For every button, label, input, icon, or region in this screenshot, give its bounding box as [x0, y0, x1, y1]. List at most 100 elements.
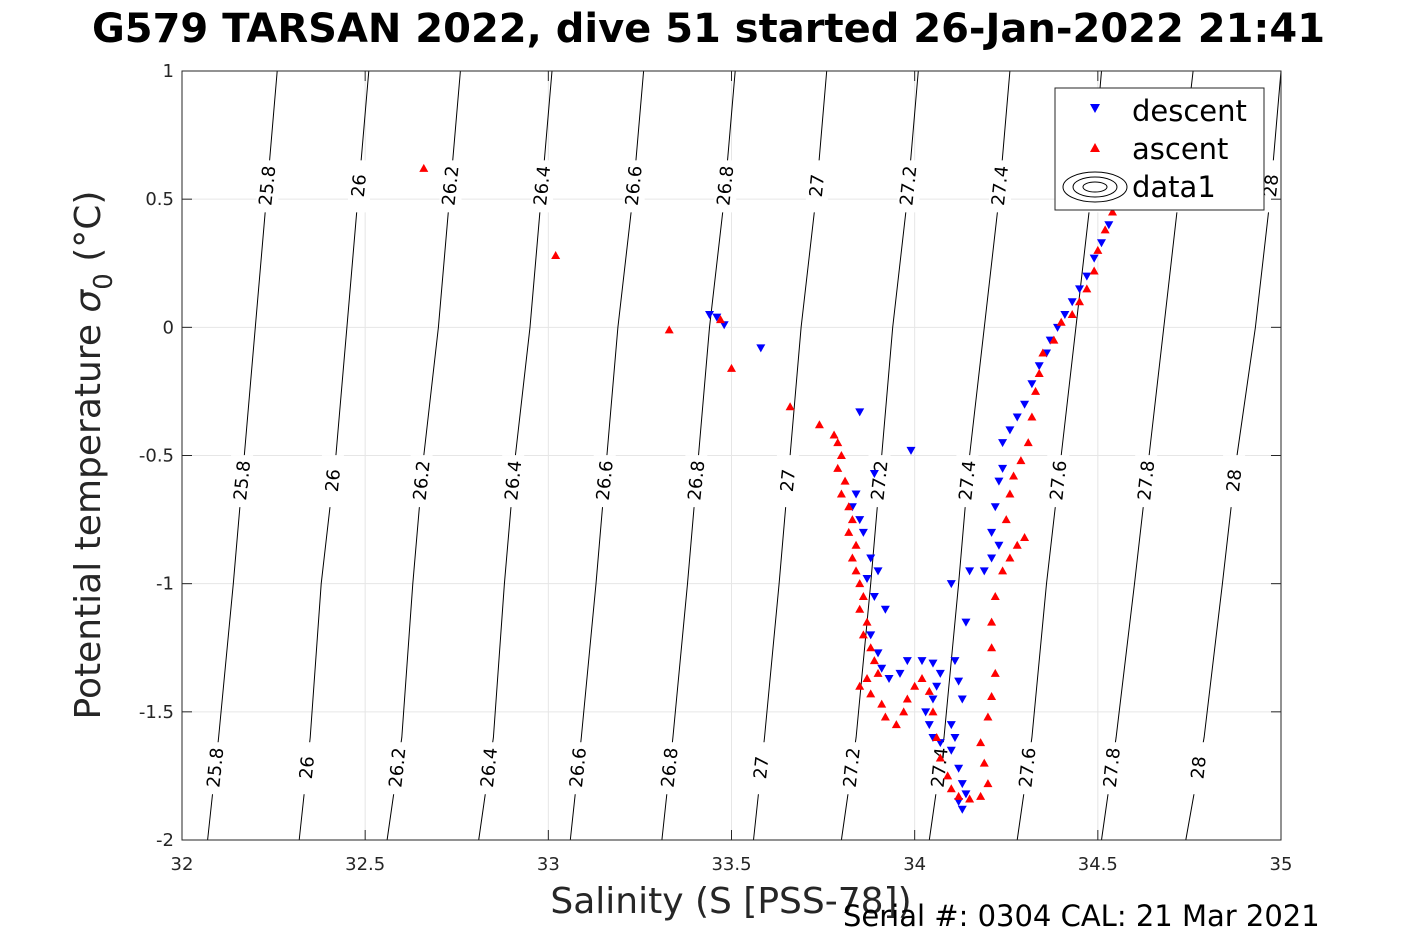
ascent-point	[1056, 317, 1066, 326]
legend-contour-label: data1	[1132, 170, 1216, 204]
ascent-point	[987, 643, 997, 652]
contour-label: 27.4	[988, 165, 1013, 207]
descent-point	[935, 739, 945, 748]
contour-label: 26.8	[658, 747, 683, 789]
x-tick-label: 34	[903, 854, 926, 875]
ascent-point	[932, 732, 942, 741]
contour-label: 27.6	[1046, 459, 1071, 501]
contour-label: 26	[348, 173, 371, 198]
ascent-point	[851, 540, 861, 549]
descent-point	[1067, 298, 1077, 307]
descent-point	[873, 649, 883, 658]
contour-label: 26.2	[410, 459, 435, 501]
contour-label: 25.8	[255, 165, 280, 207]
ascent-point	[419, 163, 429, 172]
ascent-point	[716, 315, 726, 324]
ascent-point	[1107, 207, 1117, 216]
contour-label: 26.6	[622, 165, 647, 207]
descent-point	[946, 580, 956, 589]
ascent-point	[847, 515, 857, 524]
descent-point	[866, 554, 876, 563]
ascent-point	[869, 656, 879, 665]
ascent-point	[855, 604, 865, 613]
contour-label-bg	[439, 160, 462, 213]
descent-point	[928, 695, 938, 704]
contour-label-bg	[714, 160, 737, 213]
ascent-point	[551, 251, 561, 260]
contour-label-bg	[1100, 742, 1123, 795]
descent-point	[705, 311, 715, 320]
ascent-point	[1020, 533, 1030, 542]
legend-ascent-marker	[1090, 143, 1100, 152]
descent-point	[756, 344, 766, 353]
descent-point	[954, 764, 964, 773]
descent-point	[987, 554, 997, 563]
contour-label-bg	[593, 455, 616, 508]
ascent-point	[855, 681, 865, 690]
legend-descent-label: descent	[1132, 94, 1247, 128]
ascent-point	[928, 707, 938, 716]
ascent-point	[1100, 225, 1110, 234]
ascent-point	[844, 502, 854, 511]
y-axis-label-prefix: Potential temperature	[68, 313, 109, 720]
descent-point	[866, 631, 876, 640]
ascent-point	[983, 712, 993, 721]
contour-label-bg	[1016, 742, 1039, 795]
contour-label: 26.4	[501, 459, 526, 501]
contour-label: 27.2	[896, 165, 921, 207]
ascent-point	[990, 668, 1000, 677]
ascent-point	[1016, 456, 1026, 465]
contour-label-bg	[622, 160, 645, 213]
descent-point	[902, 657, 912, 666]
ascent-point	[1009, 471, 1019, 480]
contour-label: 27.6	[1015, 747, 1040, 789]
contour-label-bg	[1187, 742, 1210, 795]
descent-point	[906, 446, 916, 455]
contour-label: 26	[296, 755, 319, 780]
descent-point	[917, 657, 927, 666]
descent-point	[1005, 426, 1015, 435]
contour-label-bg	[868, 455, 891, 508]
contour-label: 26.8	[684, 459, 709, 501]
ascent-point	[836, 489, 846, 498]
descent-point	[998, 439, 1008, 448]
contour-label: 26.2	[385, 747, 410, 789]
y-tick-label: -1.5	[139, 702, 174, 723]
descent-point	[957, 780, 967, 789]
contour-label-bg	[386, 742, 409, 795]
contour-label: 26.6	[566, 747, 591, 789]
contour-label-bg	[231, 455, 254, 508]
descent-point	[946, 721, 956, 730]
ascent-point	[899, 707, 909, 716]
descent-point	[932, 682, 942, 691]
ascent-point	[1027, 412, 1037, 421]
y-tick-label: -2	[156, 830, 174, 851]
descent-point	[957, 695, 967, 704]
descent-point	[961, 790, 971, 799]
descent-point	[880, 605, 890, 614]
ascent-point	[833, 438, 843, 447]
ascent-point	[836, 451, 846, 459]
data-points	[419, 163, 1125, 814]
y-axis-label-symbol: σ	[68, 289, 109, 313]
contour-label-bg	[658, 742, 681, 795]
ascent-point	[727, 363, 736, 372]
contour-label: 27.4	[928, 747, 953, 789]
axis-ticks: 32 32.5 33 33.5 34 34.5 35 1 0.5 0 -0.5 -1 -1.5 -2	[139, 61, 1293, 875]
contour-label: 26	[322, 468, 345, 493]
ascent-point	[664, 325, 674, 334]
descent-point	[957, 805, 967, 814]
y-tick-label: -1	[156, 574, 174, 595]
ascent-point	[1031, 386, 1041, 395]
ascent-point	[979, 758, 989, 767]
descent-point	[935, 669, 945, 678]
contour-label-bg	[989, 160, 1012, 213]
ascent-point	[1038, 348, 1048, 357]
contour-label-bg	[256, 160, 279, 213]
ascent-point	[1089, 266, 1099, 275]
descent-point	[998, 464, 1008, 473]
contour-label-bg	[685, 455, 708, 508]
descent-point	[855, 516, 865, 525]
contour-label: 25.8	[203, 747, 228, 789]
y-axis-label-subscript: 0	[89, 273, 119, 290]
